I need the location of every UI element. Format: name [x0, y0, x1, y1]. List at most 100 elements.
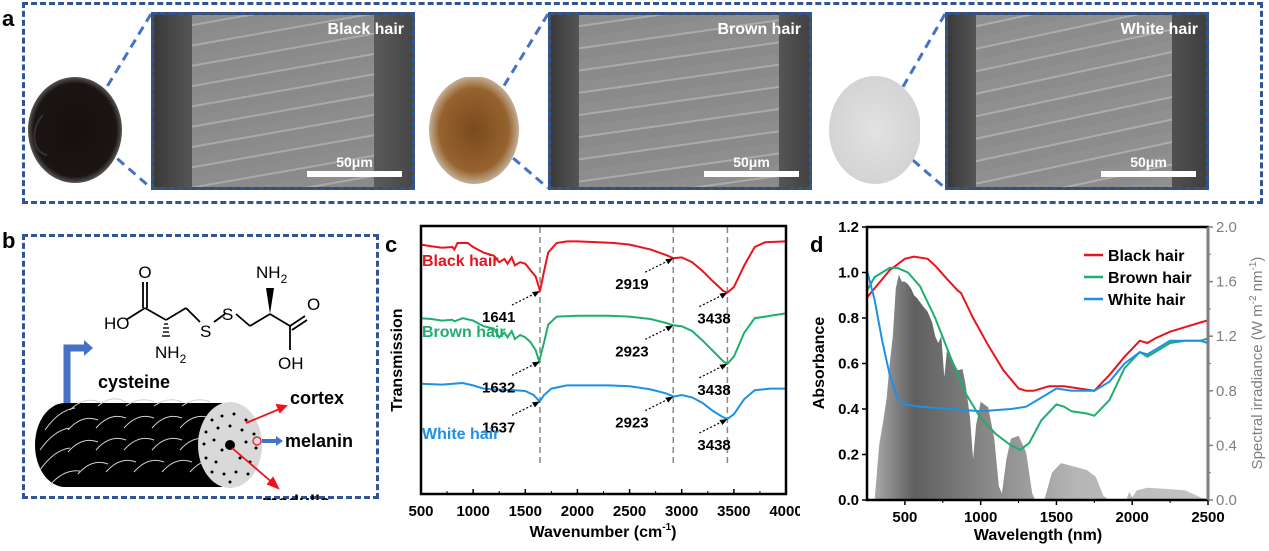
annotation-label-3438: 3438: [697, 311, 730, 328]
annotation-label-3438: 3438: [697, 382, 730, 399]
cysteine-arrow: [63, 344, 85, 405]
annotation-arrow-head: [665, 396, 674, 403]
annotation-arrow: [699, 365, 724, 379]
x-tick-label: 3000: [665, 503, 698, 520]
medulla-arrow: [231, 447, 275, 485]
annotation-arrow: [511, 402, 537, 416]
annotation-arrow-head: [665, 325, 674, 332]
annotation-label-1632: 1632: [482, 379, 515, 396]
annotation-arrow-head: [719, 363, 728, 370]
absorbance-series: [866, 255, 1209, 452]
y2-axis-ticks: 0.0 0.4 0.8 1.2 1.6 2.0: [1208, 219, 1237, 509]
scale-bar-label: 50μm: [733, 154, 770, 170]
y-tick-label: 0.2: [838, 447, 859, 464]
sem-label: Black hair: [327, 21, 404, 38]
cortex-arrow: [245, 407, 283, 424]
series-line-white-hair: [420, 381, 786, 421]
zoom-connector-brown: [476, 13, 550, 190]
melanin-arrow-head: [276, 436, 283, 446]
wedge-bond: [266, 288, 274, 314]
annotation-label-3438: 3438: [697, 437, 730, 454]
solar-irradiance-area: [874, 274, 1208, 500]
scale-bar: 50μm: [307, 154, 402, 177]
annotation-arrow: [644, 326, 670, 340]
ftir-series: [420, 240, 787, 421]
cysteine-label: cysteine: [98, 372, 170, 392]
x-tick-label: 4000: [769, 503, 800, 520]
hash-bond: [162, 323, 170, 337]
x-axis-ticks: 500 1000 1500 2000 2500 3000 3500 4000: [408, 489, 800, 520]
brown-hair-photo: [429, 77, 519, 184]
panel-a-letter: a: [2, 6, 15, 31]
panel-a-connectors: [80, 13, 947, 190]
annotation-arrow: [511, 362, 537, 376]
series-line-brown-hair: [420, 312, 787, 366]
annotation-label-2923: 2923: [615, 343, 648, 360]
white-hair-photo: [829, 76, 920, 184]
legend-label-black-hair: Black hair: [1108, 248, 1184, 265]
cortex-label: cortex: [290, 388, 344, 408]
hair-fiber-illustration: [35, 398, 262, 488]
annotation-label-1641: 1641: [482, 309, 515, 326]
panel-b-frame: [22, 234, 379, 499]
atom-s1: S: [200, 322, 211, 341]
cortex-arrow-head: [275, 403, 288, 414]
x-tick-label: 2000: [561, 503, 594, 520]
annotation-arrow: [644, 398, 670, 412]
scale-bar-label: 50μm: [1130, 154, 1167, 170]
melanin-label: melanin: [285, 431, 353, 451]
y-axis-label: Absorbance: [811, 317, 828, 410]
medulla-arrow-head: [266, 476, 280, 490]
x-tick-label: 500: [408, 503, 433, 520]
series-label-white-hair: White hair: [422, 426, 499, 443]
sem-image-black-hair: Black hair 50μm: [151, 12, 415, 190]
annotation-arrow-head: [531, 401, 540, 408]
y-tick-label: 1.2: [838, 219, 859, 236]
y-axis-ticks: 0.0 0.2 0.4 0.6 0.8 1.0 1.2: [838, 219, 867, 509]
scale-bar: 50μm: [704, 154, 799, 177]
black-hair-photo: [28, 77, 122, 183]
y2-tick-label: 1.6: [1216, 274, 1237, 291]
annotation-arrow: [699, 420, 724, 434]
atom-nh2-top: NH2: [256, 263, 288, 286]
molecule-bonds: [125, 282, 308, 350]
x-tick-label: 2000: [1116, 509, 1149, 526]
legend-label-brown-hair: Brown hair: [1108, 270, 1192, 287]
series-label-black-hair: Black hair: [422, 253, 498, 270]
panel-b-letter: b: [2, 228, 16, 253]
scale-bar-label: 50μm: [336, 154, 373, 170]
atom-ho: HO: [104, 314, 130, 333]
scale-bar: 50μm: [1101, 154, 1196, 177]
sem-label: Brown hair: [717, 21, 801, 38]
x-axis-label: Wavelength (nm): [974, 527, 1102, 544]
y2-tick-label: 0.0: [1216, 492, 1237, 509]
x-axis-label: Wavenumber (cm-1): [529, 522, 676, 541]
y2-tick-label: 0.8: [1216, 383, 1237, 400]
x-tick-label: 2500: [613, 503, 646, 520]
melanin-granules: [202, 412, 258, 484]
atom-o-right: O: [307, 295, 320, 314]
annotation-label-2923: 2923: [615, 415, 648, 432]
legend-label-white-hair: White hair: [1108, 292, 1185, 309]
atom-nh2-bottom: NH2: [155, 343, 187, 366]
x-tick-label: 2500: [1191, 509, 1224, 526]
annotation-arrow-head: [531, 361, 540, 368]
x-tick-label: 1000: [964, 509, 997, 526]
absorbance-chart: d 500 1000 1500 2000 2500 0.0 0.2 0.4 0.6 0.8 1.0…: [810, 219, 1266, 544]
atom-o: O: [138, 263, 151, 282]
y-tick-label: 0.6: [838, 356, 859, 373]
annotation-label-1637: 1637: [482, 419, 515, 436]
sem-image-brown-hair: Brown hair 50μm: [548, 12, 812, 190]
x-tick-label: 1500: [509, 503, 542, 520]
y2-tick-label: 1.2: [1216, 328, 1237, 345]
y-tick-label: 0.4: [838, 401, 860, 418]
series-line-black-hair: [866, 255, 1209, 392]
sem-label: White hair: [1120, 21, 1198, 38]
y-axis-label: Transmission: [389, 308, 406, 411]
series-line-white-hair: [866, 269, 1209, 413]
series-labels: Black hair Brown hair White hair: [422, 253, 506, 443]
y-tick-label: 1.0: [838, 265, 859, 282]
x-tick-label: 1500: [1040, 509, 1073, 526]
y-tick-label: 0.8: [838, 310, 859, 327]
panel-c-letter: c: [385, 232, 397, 257]
